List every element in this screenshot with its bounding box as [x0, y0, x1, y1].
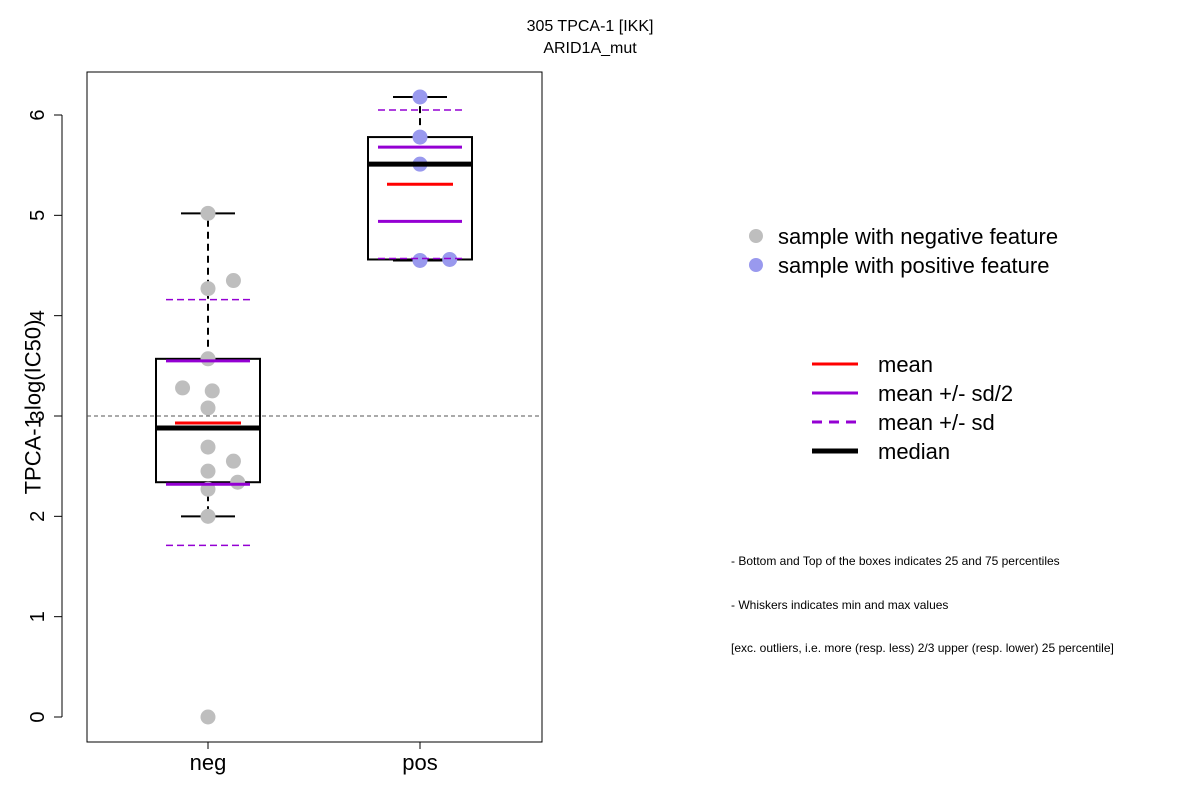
data-point-neg-7 [200, 439, 216, 455]
note-line-3: [exc. outliers, i.e. more (resp. less) 2… [731, 641, 1114, 655]
data-point-neg-10 [230, 474, 246, 490]
data-point-neg-0 [200, 205, 216, 221]
y-tick-label-0: 0 [27, 711, 49, 722]
legend-label-0: sample with negative feature [778, 224, 1058, 249]
chart-subtitle: ARID1A_mut [543, 40, 637, 57]
legend-line-label-2: mean +/- sd [878, 410, 995, 435]
note-line-1: - Bottom and Top of the boxes indicates … [731, 554, 1060, 568]
data-point-neg-4 [175, 380, 191, 396]
legend-line-label-3: median [878, 439, 950, 464]
y-tick-label-4: 4 [27, 310, 49, 321]
data-point-pos-0 [412, 89, 428, 105]
y-tick-label-2: 2 [27, 511, 49, 522]
data-point-neg-5 [204, 383, 220, 399]
box-pos [367, 136, 473, 261]
legend-label-1: sample with positive feature [778, 253, 1049, 278]
legend-line-label-0: mean [878, 352, 933, 377]
chart-title: 305 TPCA-1 [IKK] [526, 18, 654, 35]
data-point-neg-6 [200, 400, 216, 416]
note-line-2: - Whiskers indicates min and max values [731, 597, 949, 612]
data-point-pos-4 [442, 251, 458, 267]
y-tick-label-5: 5 [27, 210, 49, 221]
legend-marker-0 [749, 229, 763, 243]
y-tick-label-6: 6 [27, 109, 49, 120]
data-point-pos-1 [412, 129, 428, 145]
data-point-neg-12 [200, 508, 216, 524]
boxplot-group-pos [367, 89, 473, 268]
legend-line-label-1: mean +/- sd/2 [878, 381, 1013, 406]
legend-lines: mean mean +/- sd/2 mean +/- sd median [812, 352, 1013, 464]
data-point-neg-9 [200, 463, 216, 479]
data-point-neg-2 [200, 281, 216, 297]
data-point-neg-1 [225, 273, 241, 289]
data-point-pos-3 [412, 252, 428, 268]
data-point-neg-3 [200, 351, 216, 367]
y-tick-label-3: 3 [27, 410, 49, 421]
boxplot-group-neg [155, 205, 261, 725]
legend-points: sample with negative feature sample with … [749, 224, 1058, 278]
x-tick-label-pos: pos [402, 750, 437, 775]
chart-notes: - Bottom and Top of the boxes indicates … [731, 525, 1114, 670]
y-axis-label: TPCA-1 log(IC50) [21, 320, 46, 495]
y-tick-label-1: 1 [27, 611, 49, 622]
data-point-neg-13 [200, 709, 216, 725]
x-tick-label-neg: neg [190, 750, 227, 775]
data-point-neg-8 [225, 453, 241, 469]
legend-marker-1 [749, 258, 763, 272]
